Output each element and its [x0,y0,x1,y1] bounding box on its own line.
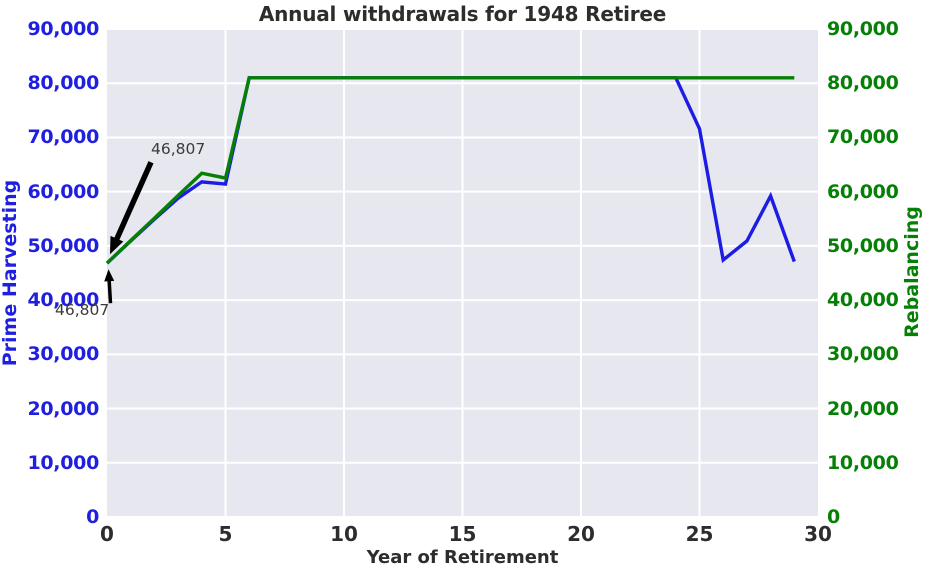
y-tick-label-right: 0 [827,506,840,528]
x-axis-label: Year of Retirement [366,547,559,568]
y-tick-label-right: 40,000 [827,289,899,312]
annotation-label-above: 46,807 [151,140,206,158]
y-tick-label-left: 50,000 [27,234,99,257]
x-tick-label: 20 [567,522,595,546]
y-tick-label-right: 60,000 [827,180,899,203]
y-tick-label-left: 90,000 [27,18,99,40]
annotation-label-below: 46,807 [55,301,110,319]
x-tick-label: 0 [100,522,114,546]
y-tick-label-right: 50,000 [827,234,899,257]
y-tick-label-right: 90,000 [827,18,899,40]
y-tick-label-left: 10,000 [27,451,99,474]
y-tick-label-left: 40,000 [27,289,99,312]
right-axis-label: Rebalancing [901,206,923,338]
y-tick-label-left: 20,000 [27,397,99,420]
x-tick-label: 25 [685,522,714,546]
x-tick-label: 30 [804,522,832,546]
y-tick-label-left: 70,000 [27,126,99,149]
y-tick-label-right: 20,000 [827,397,899,420]
y-tick-label-left: 60,000 [27,180,99,203]
x-tick-label: 10 [330,522,358,546]
left-axis-label: Prime Harvesting [0,179,21,367]
plot-area [104,28,818,518]
y-tick-label-right: 70,000 [827,126,899,149]
annotation-arrow-shaft [107,279,113,304]
x-tick-label: 15 [448,522,477,546]
chart-title: Annual withdrawals for 1948 Retiree [258,2,667,26]
x-tick-label: 5 [218,522,233,546]
series-line-rebalancing [105,76,795,265]
y-tick-label-right: 10,000 [827,451,899,474]
y-tick-label-left: 0 [86,506,99,528]
annotation-arrow-shaft [113,161,154,242]
annotation-arrow-head [104,269,115,282]
annotation-arrow-head [110,235,124,255]
y-tick-label-right: 30,000 [827,343,899,366]
y-tick-label-left: 30,000 [27,343,99,366]
y-tick-label-left: 80,000 [27,72,99,95]
y-tick-label-right: 80,000 [827,72,899,95]
